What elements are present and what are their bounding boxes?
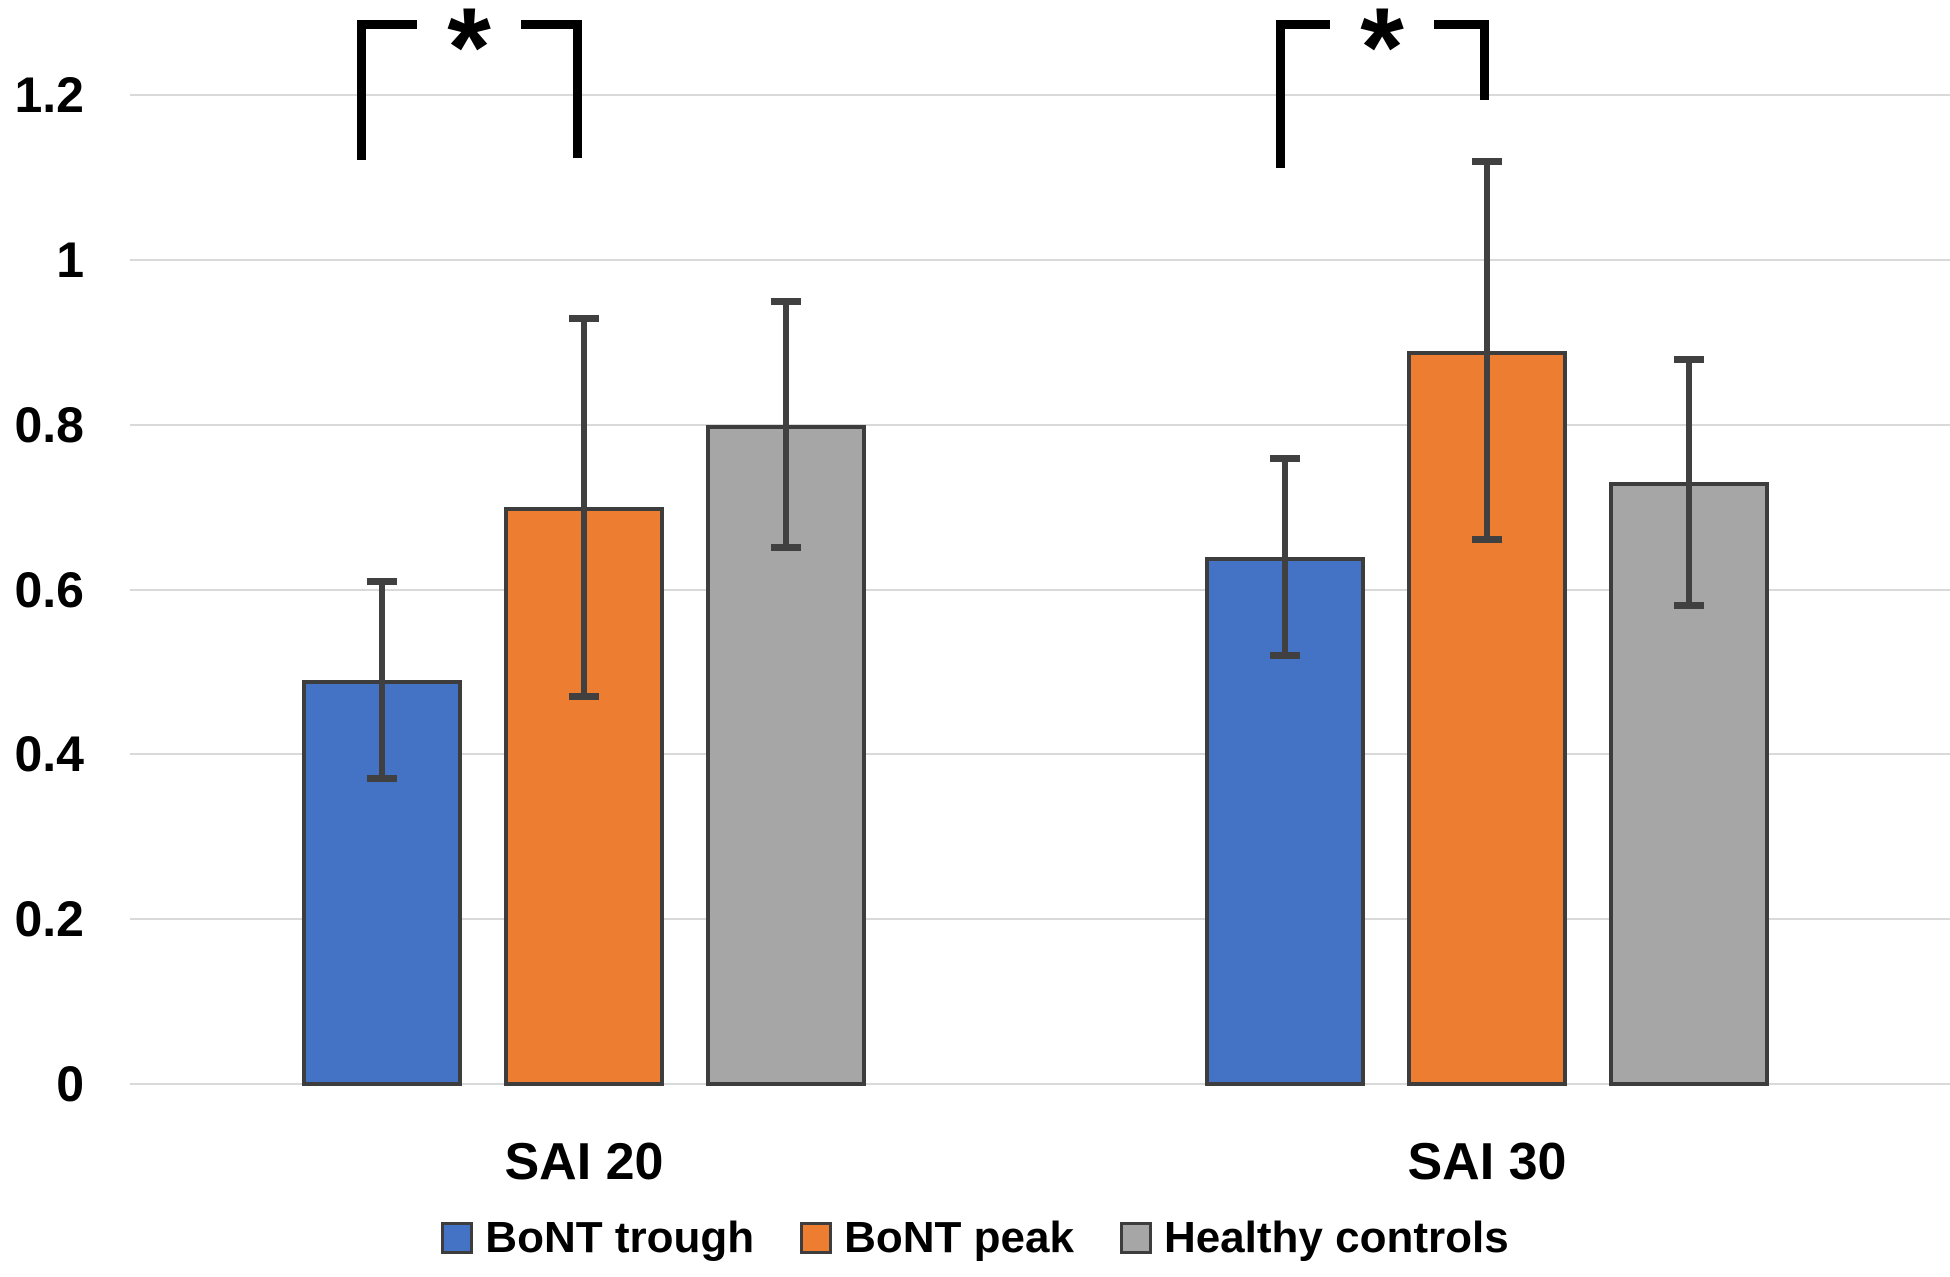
legend-item-healthy-controls: Healthy controls: [1119, 1213, 1509, 1262]
x-axis-label-sai-30: SAI 30: [1407, 1133, 1567, 1191]
error-bar-line: [1686, 358, 1692, 607]
error-bar-cap: [1270, 651, 1300, 659]
error-bar-cap: [771, 544, 801, 552]
gridline: [130, 423, 1950, 426]
error-bar-cap: [1472, 158, 1502, 166]
gridline: [130, 753, 1950, 756]
y-tick-label: 0.4: [14, 726, 84, 783]
y-tick-label: 1.2: [14, 67, 84, 124]
gridline: [130, 94, 1950, 97]
legend-label-bont-peak: BoNT peak: [844, 1213, 1074, 1262]
error-bar-cap: [367, 578, 397, 586]
error-bar-line: [379, 581, 385, 780]
error-bar-line: [1484, 161, 1490, 541]
legend-item-bont-trough: BoNT trough: [441, 1216, 754, 1260]
y-tick-label: 1: [56, 232, 84, 288]
error-bar-cap: [367, 775, 397, 783]
significance-bracket: [356, 20, 366, 160]
error-bar-cap: [569, 692, 599, 700]
error-bar-cap: [771, 298, 801, 306]
gridline: [130, 918, 1950, 921]
error-bar-cap: [1472, 536, 1502, 544]
significance-asterisk: *: [1360, 0, 1404, 110]
significance-bracket: [1275, 20, 1285, 168]
legend-item-bont-peak: BoNT peak: [800, 1216, 1074, 1260]
error-bar-cap: [1270, 454, 1300, 462]
gridline: [130, 259, 1950, 261]
gridline: [130, 588, 1950, 591]
significance-asterisk: *: [447, 0, 491, 110]
significance-bracket: [1275, 20, 1330, 29]
x-axis-label-sai-20: SAI 20: [504, 1133, 664, 1191]
significance-bracket: [1434, 20, 1489, 29]
legend-swatch-healthy-controls: [1119, 1222, 1152, 1254]
error-bar-line: [1282, 457, 1288, 656]
y-tick-label: 0: [56, 1056, 84, 1112]
significance-bracket: [1479, 20, 1489, 100]
significance-bracket: [356, 20, 417, 29]
error-bar-line: [783, 301, 789, 549]
error-bar-line: [581, 317, 587, 697]
legend: BoNT trough BoNT peak Healthy controls: [0, 1216, 1950, 1260]
y-tick-label: 0.6: [14, 561, 84, 618]
error-bar-cap: [1674, 602, 1704, 610]
significance-bracket: [521, 20, 582, 29]
y-tick-label: 0.2: [14, 891, 84, 948]
significance-bracket: [572, 20, 582, 158]
legend-label-bont-trough: BoNT trough: [485, 1213, 755, 1262]
gridline: [130, 1083, 1950, 1085]
error-bar-cap: [569, 314, 599, 322]
y-tick-label: 0.8: [14, 396, 84, 453]
legend-label-healthy-controls: Healthy controls: [1163, 1213, 1509, 1262]
legend-swatch-bont-peak: [800, 1222, 833, 1254]
error-bar-cap: [1674, 355, 1704, 363]
legend-swatch-bont-trough: [441, 1222, 474, 1254]
